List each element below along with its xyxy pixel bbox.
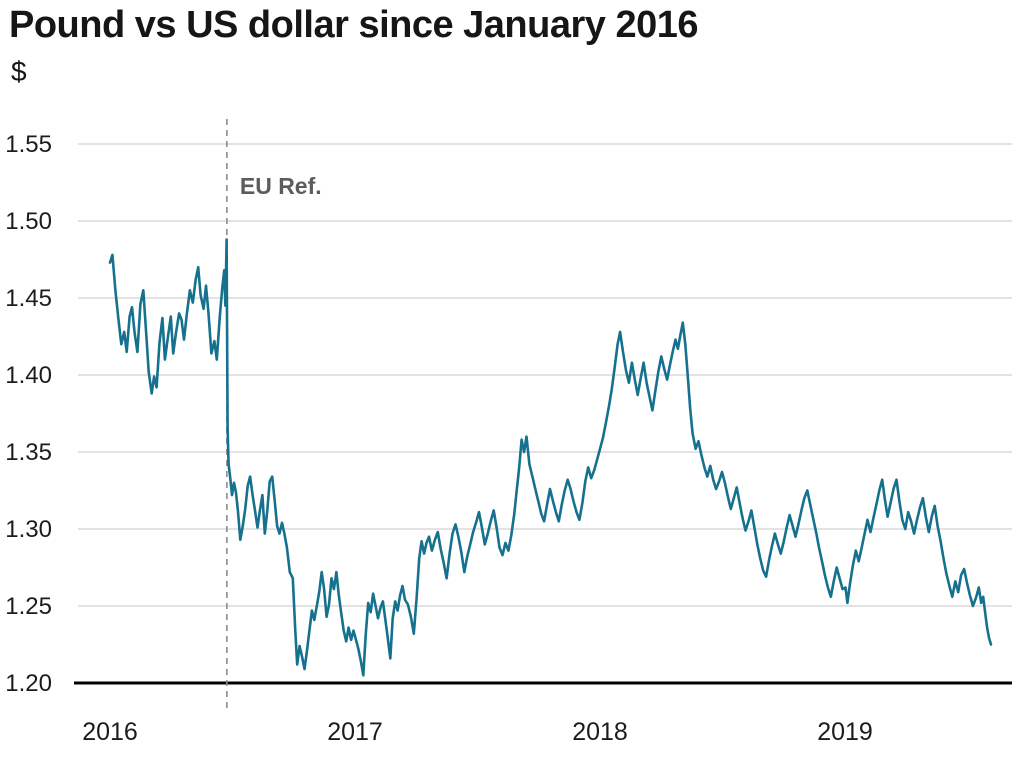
chart-title: Pound vs US dollar since January 2016 (9, 4, 699, 46)
y-tick-label: 1.25 (5, 593, 52, 620)
x-tick-label: 2019 (817, 718, 873, 746)
x-tick-label: 2016 (82, 718, 138, 746)
x-tick-label: 2018 (572, 718, 628, 746)
y-tick-label: 1.40 (5, 362, 52, 389)
x-tick-label: 2017 (327, 718, 383, 746)
y-tick-label: 1.45 (5, 285, 52, 312)
y-tick-label: 1.55 (5, 131, 52, 158)
y-tick-label: 1.20 (5, 670, 52, 697)
y-tick-label: 1.35 (5, 439, 52, 466)
eu-ref-annotation-label: EU Ref. (240, 173, 322, 199)
y-tick-label: 1.50 (5, 208, 52, 235)
y-axis-unit-label: $ (11, 56, 27, 87)
gbp-usd-line (108, 238, 993, 677)
y-tick-label: 1.30 (5, 516, 52, 543)
